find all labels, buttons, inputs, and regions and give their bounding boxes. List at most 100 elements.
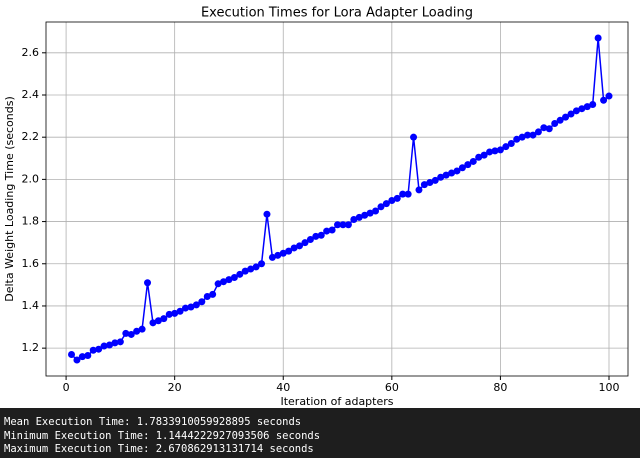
data-point [534, 128, 542, 136]
data-point [198, 298, 206, 306]
data-point [116, 338, 124, 346]
data-point [355, 213, 363, 221]
data-point [182, 304, 190, 312]
data-point [594, 34, 602, 42]
data-point [73, 356, 81, 364]
data-point [165, 310, 173, 318]
data-point [290, 244, 298, 252]
data-point [263, 210, 271, 218]
output-panel: Mean Execution Time: 1.7833910059928895 … [0, 408, 640, 458]
data-point [567, 110, 575, 118]
data-point [78, 353, 86, 361]
data-point [556, 116, 564, 124]
data-point [545, 125, 553, 133]
chart: Execution Times for Lora Adapter Loading… [3, 6, 629, 408]
data-point [209, 290, 217, 298]
y-tick-label: 1.4 [22, 299, 40, 312]
data-point [399, 190, 407, 198]
data-point [252, 263, 260, 271]
data-point [583, 103, 591, 111]
x-axis-label: Iteration of adapters [280, 395, 393, 408]
data-point [296, 242, 304, 250]
x-tick-label: 20 [168, 381, 182, 394]
data-point [600, 96, 608, 104]
data-point [393, 194, 401, 202]
data-point [344, 221, 352, 229]
data-point [106, 341, 114, 349]
data-point [138, 325, 146, 333]
data-point [361, 211, 369, 219]
data-point [437, 173, 445, 181]
data-point [133, 327, 141, 335]
data-point [551, 119, 559, 127]
data-point [236, 270, 244, 278]
data-point [111, 339, 119, 347]
output-line: Maximum Execution Time: 2.67086291313171… [4, 443, 314, 455]
data-point [529, 131, 537, 139]
x-tick-label: 80 [493, 381, 507, 394]
y-tick-label: 2.2 [22, 130, 40, 143]
data-point [323, 227, 331, 235]
data-point [225, 276, 233, 284]
data-point [171, 309, 179, 317]
data-point [372, 207, 380, 215]
data-point [214, 280, 222, 288]
y-axis-label: Delta Weight Loading Time (seconds) [3, 96, 16, 302]
data-point [220, 278, 228, 286]
data-point [176, 307, 184, 315]
data-point [154, 317, 162, 325]
data-point [317, 231, 325, 239]
data-point [144, 279, 152, 287]
data-point [230, 273, 238, 281]
data-point [388, 196, 396, 204]
data-point [578, 105, 586, 113]
data-point [605, 92, 613, 100]
y-tick-label: 2.4 [22, 88, 40, 101]
data-point [68, 350, 76, 358]
data-point [475, 153, 483, 161]
data-point [431, 176, 439, 184]
data-point [127, 330, 135, 338]
data-point [589, 100, 597, 108]
data-point [382, 200, 390, 208]
x-tick-label: 100 [598, 381, 619, 394]
y-tick-label: 2.0 [22, 172, 40, 185]
data-point [420, 181, 428, 189]
x-tick-label: 60 [385, 381, 399, 394]
data-point [334, 221, 342, 229]
x-tick-label: 0 [63, 381, 70, 394]
data-point [377, 203, 385, 211]
data-point [491, 147, 499, 155]
data-point [502, 143, 510, 151]
y-tick-label: 1.8 [22, 215, 40, 228]
data-point [268, 253, 276, 261]
data-point [328, 226, 336, 234]
data-point [301, 239, 309, 247]
data-point [192, 301, 200, 309]
data-point [507, 140, 515, 148]
output-line: Mean Execution Time: 1.7833910059928895 … [4, 416, 302, 428]
data-point [100, 342, 108, 350]
data-point [518, 133, 526, 141]
data-point [415, 186, 423, 194]
data-point [410, 133, 418, 141]
data-point [404, 190, 412, 198]
data-point [95, 345, 103, 353]
data-point [480, 151, 488, 159]
data-point [306, 236, 314, 244]
data-point [285, 247, 293, 255]
y-tick-label: 1.6 [22, 257, 40, 270]
data-point [312, 232, 320, 240]
data-point [448, 169, 456, 177]
data-point [187, 303, 195, 311]
data-point [84, 352, 92, 360]
data-point [572, 107, 580, 115]
data-point [496, 146, 504, 154]
data-point [339, 221, 347, 229]
y-tick-label: 2.6 [22, 46, 40, 59]
data-point [366, 209, 374, 217]
data-point [247, 265, 255, 273]
data-point [274, 251, 282, 259]
data-point [160, 315, 168, 323]
